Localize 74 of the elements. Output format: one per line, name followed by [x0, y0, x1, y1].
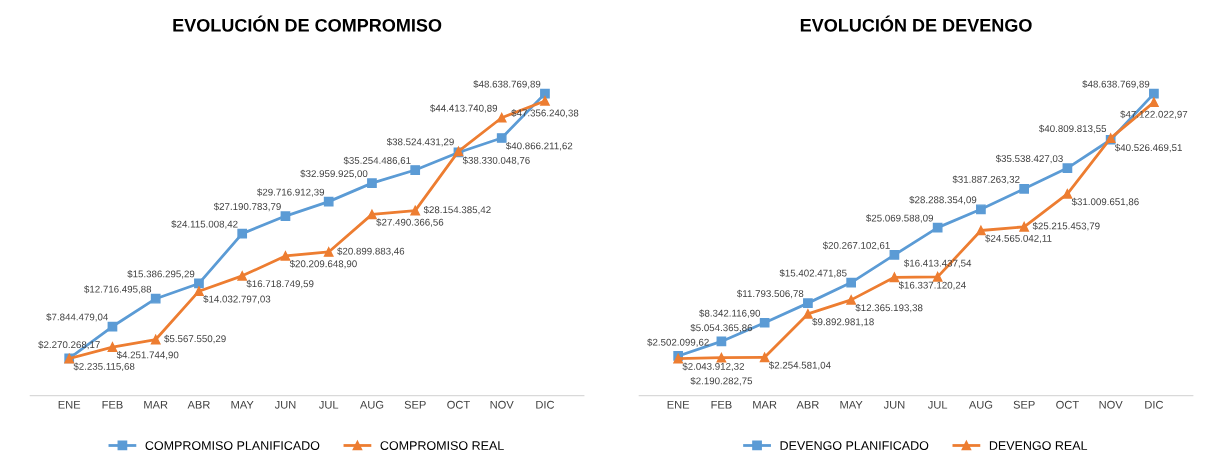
data-label: $25.215.453,79 — [1032, 222, 1100, 231]
data-label: $38.330.048,76 — [462, 156, 530, 165]
chart-title: EVOLUCIÓN DE COMPROMISO — [173, 15, 442, 32]
data-label: $27.490.366,56 — [376, 218, 444, 227]
data-label: $2.502.099,62 — [647, 338, 709, 347]
x-tick-label: MAR — [144, 400, 168, 409]
chart-title: EVOLUCIÓN DE DEVENGO — [800, 15, 1032, 32]
data-label: $40.809.813,55 — [1039, 124, 1107, 134]
x-tick-label: JUL — [318, 400, 339, 409]
x-tick-label: SEP — [404, 400, 426, 409]
data-label: $2.235.115,68 — [73, 362, 135, 372]
data-label: $12.365.193,38 — [855, 303, 923, 313]
data-label: $15.402.471,85 — [779, 269, 847, 278]
x-tick-label: JUN — [274, 400, 296, 409]
data-label: $2.190.282,75 — [690, 377, 753, 386]
data-label: $16.718.749,59 — [246, 279, 314, 289]
x-tick-label: NOV — [490, 400, 514, 409]
data-label: $15.386.295,29 — [127, 270, 195, 279]
data-label: $38.524.431,29 — [386, 137, 454, 147]
data-label: $11.793.506,78 — [736, 289, 804, 299]
x-tick-label: NOV — [1099, 400, 1123, 409]
data-label: $20.209.648,90 — [289, 259, 357, 269]
data-label: $32.959.925,00 — [300, 169, 368, 179]
x-tick-label: JUL — [927, 400, 948, 409]
data-label: $27.190.783,79 — [213, 202, 281, 212]
data-label: $31.009.651,86 — [1071, 197, 1139, 207]
x-tick-label: AUG — [359, 400, 384, 409]
data-label: $24.565.042,11 — [985, 234, 1052, 243]
data-label: $4.251.744,90 — [116, 351, 179, 360]
data-label: $2.043.912,32 — [682, 362, 745, 372]
x-tick-label: DIC — [1145, 400, 1164, 409]
x-tick-label: FEB — [102, 400, 123, 409]
x-tick-label: ABR — [187, 400, 210, 409]
legend-label: DEVENGO PLANIFICADO — [780, 441, 929, 450]
x-tick-label: ABR — [796, 400, 819, 409]
data-label: $35.538.427,03 — [995, 154, 1063, 164]
data-label: $35.254.486,61 — [343, 156, 411, 166]
x-tick-label: AUG — [968, 400, 993, 409]
data-label: $16.337.120,24 — [898, 281, 966, 290]
data-label: $20.899.883,46 — [337, 247, 405, 256]
data-label: $40.866.211,62 — [505, 142, 573, 151]
data-label: $9.892.981,18 — [812, 317, 874, 327]
x-tick-label: MAY — [231, 400, 254, 409]
x-tick-label: MAR — [753, 400, 777, 409]
x-tick-label: DIC — [536, 400, 555, 409]
data-label: $5.054.365,86 — [690, 323, 753, 333]
data-label: $28.288.354,09 — [909, 195, 977, 205]
data-label: $20.267.102,61 — [822, 241, 890, 250]
data-label: $44.413.740,89 — [430, 104, 498, 113]
data-label: $28.154.385,42 — [423, 205, 491, 215]
x-tick-label: OCT — [447, 400, 470, 409]
data-label: $2.254.581,04 — [768, 361, 831, 370]
x-tick-label: JUN — [883, 400, 905, 409]
x-tick-label: FEB — [711, 400, 732, 409]
data-label: $25.069.588,09 — [866, 214, 934, 223]
data-label: $48.638.769,89 — [473, 80, 541, 89]
data-label: $40.526.469,51 — [1114, 143, 1182, 153]
legend-label: DEVENGO REAL — [989, 441, 1088, 450]
data-label: $24.115.008,42 — [171, 220, 238, 229]
x-tick-label: SEP — [1013, 400, 1035, 409]
legend-label: COMPROMISO REAL — [380, 441, 504, 450]
legend-label: COMPROMISO PLANIFICADO — [145, 441, 320, 450]
data-label: $8.342.116,90 — [699, 309, 761, 318]
data-label: $29.716.912,39 — [257, 188, 325, 197]
x-tick-label: ENE — [58, 400, 81, 409]
data-label: $48.638.769,89 — [1082, 80, 1150, 89]
data-label: $31.887.263,32 — [952, 175, 1020, 184]
x-tick-label: OCT — [1056, 400, 1079, 409]
data-label: $12.716.495,88 — [84, 285, 152, 294]
data-label: $5.567.550,29 — [164, 334, 226, 344]
data-label: $14.032.797,03 — [203, 295, 271, 304]
data-label: $7.844.479,04 — [46, 313, 108, 322]
x-tick-label: ENE — [667, 400, 690, 409]
x-tick-label: MAY — [840, 400, 863, 409]
